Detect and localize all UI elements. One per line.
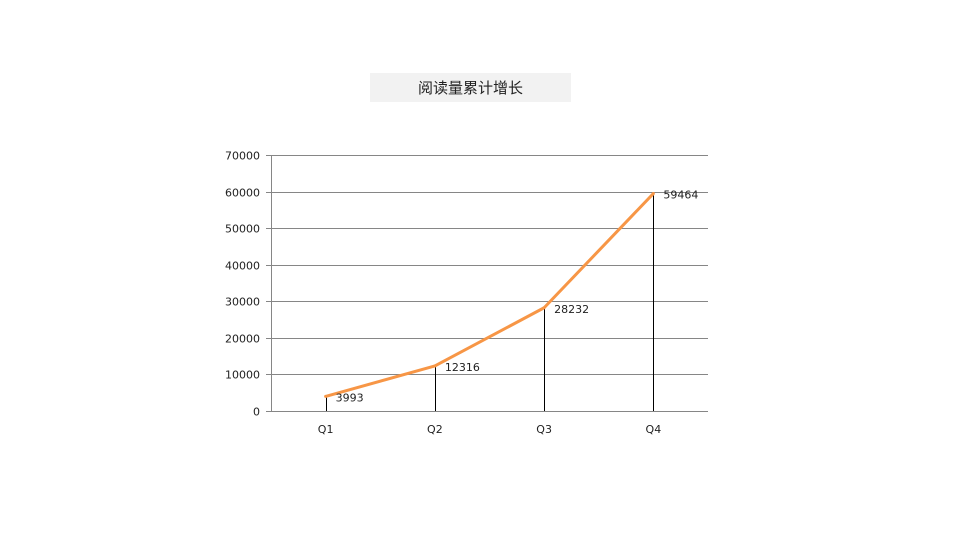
data-label: 59464 xyxy=(663,189,698,202)
data-label: 28232 xyxy=(554,303,589,316)
data-point xyxy=(324,394,328,398)
y-tick-label: 70000 xyxy=(225,150,260,163)
data-point xyxy=(651,192,655,196)
y-tick-label: 20000 xyxy=(225,333,260,346)
data-label: 3993 xyxy=(336,391,364,404)
chart-title: 阅读量累计增长 xyxy=(370,73,571,102)
y-tick-label: 10000 xyxy=(225,369,260,382)
data-point xyxy=(542,306,546,310)
x-tick-label: Q4 xyxy=(646,423,662,436)
data-label: 12316 xyxy=(445,361,480,374)
y-tick-label: 40000 xyxy=(225,260,260,273)
y-tick-label: 0 xyxy=(253,406,260,419)
x-tick-label: Q1 xyxy=(318,423,334,436)
data-point xyxy=(433,364,437,368)
x-tick-label: Q2 xyxy=(427,423,443,436)
y-tick-label: 60000 xyxy=(225,187,260,200)
series-line xyxy=(325,192,655,398)
y-tick-label: 50000 xyxy=(225,223,260,236)
y-tick-label: 30000 xyxy=(225,296,260,309)
x-tick-label: Q3 xyxy=(536,423,552,436)
